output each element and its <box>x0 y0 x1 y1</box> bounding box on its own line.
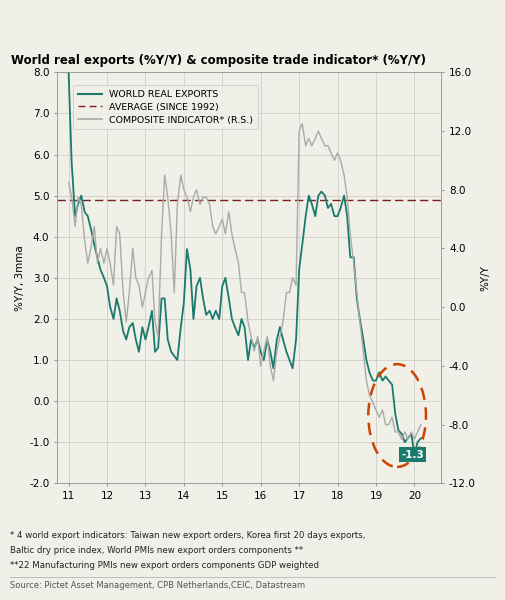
Text: * 4 world export indicators: Taiwan new export orders, Korea first 20 days expor: * 4 world export indicators: Taiwan new … <box>10 531 366 540</box>
Y-axis label: %Y/Y, 3mma: %Y/Y, 3mma <box>15 245 25 311</box>
Text: Source: Pictet Asset Management, CPB Netherlands,CEIC, Datastream: Source: Pictet Asset Management, CPB Net… <box>10 581 305 590</box>
Y-axis label: %Y/Y: %Y/Y <box>480 265 490 291</box>
Text: -1.3: -1.3 <box>401 449 424 460</box>
Text: World real exports (%Y/Y) & composite trade indicator* (%Y/Y): World real exports (%Y/Y) & composite tr… <box>11 54 426 67</box>
Text: **22 Manufacturing PMIs new export orders components GDP weighted: **22 Manufacturing PMIs new export order… <box>10 561 319 570</box>
Legend: WORLD REAL EXPORTS, AVERAGE (SINCE 1992), COMPOSITE INDICATOR* (R.S.): WORLD REAL EXPORTS, AVERAGE (SINCE 1992)… <box>73 85 258 129</box>
Text: Baltic dry price index, World PMIs new export orders components **: Baltic dry price index, World PMIs new e… <box>10 546 303 555</box>
